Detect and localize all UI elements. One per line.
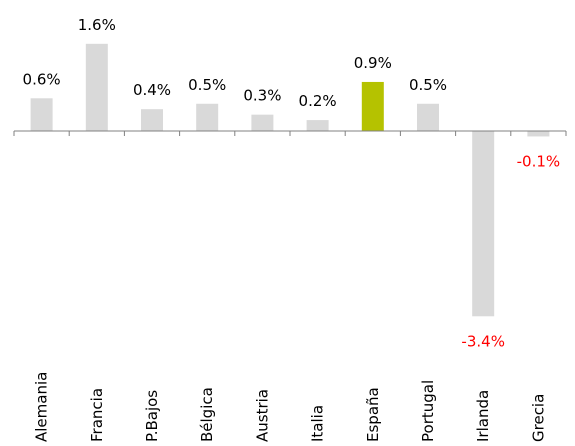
x-tick-label: Italia [309, 405, 327, 442]
data-label: 0.6% [23, 70, 61, 88]
x-tick-label: Bélgica [198, 387, 216, 442]
x-tick-label: Francia [88, 388, 106, 442]
bar [527, 131, 550, 137]
x-tick-label: Irlanda [474, 390, 492, 442]
bar [306, 120, 329, 131]
bar [251, 114, 274, 131]
data-label: 1.6% [78, 16, 116, 34]
x-tick-label: Austria [253, 389, 271, 442]
bar [141, 109, 163, 131]
bar [30, 98, 53, 131]
x-tick-label: Portugal [419, 380, 437, 442]
x-tick-label: Grecia [529, 394, 547, 442]
data-label: -3.4% [461, 332, 505, 350]
x-tick-label: España [364, 387, 382, 442]
bar [417, 103, 439, 131]
x-tick-label: P.Bajos [143, 390, 161, 442]
data-label: 0.5% [188, 76, 226, 94]
bar [196, 103, 219, 131]
data-label: 0.4% [133, 81, 171, 99]
data-label: -0.1% [517, 152, 561, 170]
data-label: 0.5% [409, 76, 447, 94]
bar [361, 81, 384, 131]
x-tick-label: Alemania [33, 372, 51, 442]
data-label: 0.3% [243, 87, 281, 105]
bar [85, 43, 108, 131]
bar [472, 131, 495, 317]
data-label: 0.2% [299, 92, 337, 110]
data-label: 0.9% [354, 54, 392, 72]
